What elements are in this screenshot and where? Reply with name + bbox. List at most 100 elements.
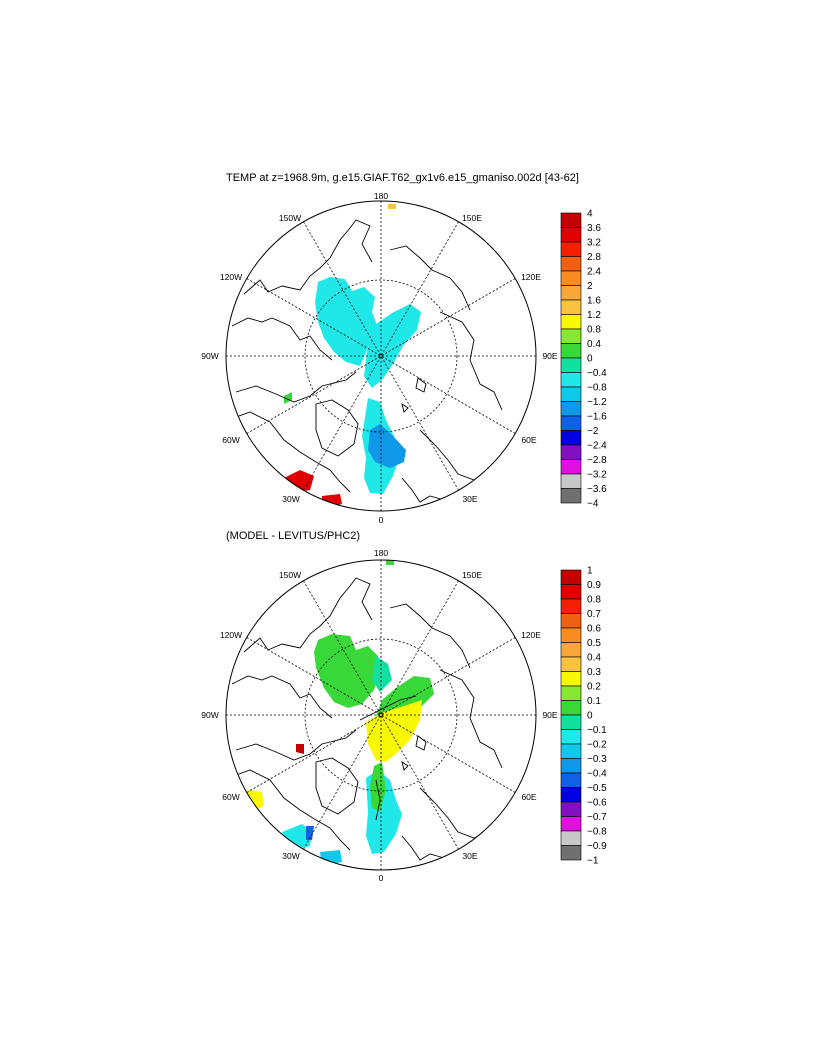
colorbar-label: 0.4 (587, 653, 601, 664)
lon-label: 30E (462, 851, 477, 861)
coastlines (227, 219, 503, 503)
colorbar-swatch (560, 270, 582, 286)
colorbar-swatch (560, 743, 582, 759)
colorbar-swatch (560, 569, 582, 585)
colorbar-swatch (560, 357, 582, 373)
colorbar-label: 2 (587, 281, 593, 292)
colorbar-swatch (560, 285, 582, 301)
colorbar-swatch (560, 459, 582, 475)
field-patch (280, 470, 314, 493)
colorbar-swatch (560, 227, 582, 243)
colorbar-swatch (560, 671, 582, 687)
colorbar-label: 0.6 (587, 624, 601, 635)
colorbar-swatch (560, 714, 582, 730)
colorbar-label: 3.2 (587, 238, 601, 249)
colorbar-label: −0.4 (587, 769, 607, 780)
colorbar-label: −2.4 (587, 441, 607, 452)
colorbar-label: 3.6 (587, 223, 601, 234)
colorbar-swatch (560, 241, 582, 257)
colorbar-swatch (560, 772, 582, 788)
lon-label: 90W (201, 351, 218, 361)
colorbar-swatch (560, 598, 582, 614)
colorbar-swatch (560, 473, 582, 489)
lon-label: 60E (521, 435, 536, 445)
field-patch (284, 392, 292, 404)
colorbar-swatch (560, 299, 582, 315)
colorbar-label: −2.8 (587, 455, 607, 466)
colorbar-swatch (560, 488, 582, 504)
field-patch (388, 204, 396, 209)
colorbar-swatch (560, 642, 582, 658)
colorbar-label: −1.2 (587, 397, 607, 408)
lon-label: 180 (374, 548, 388, 558)
coastlines (227, 577, 503, 861)
colorbar-swatch (560, 584, 582, 600)
colorbar-label: 0.2 (587, 682, 601, 693)
colorbar-label: −0.3 (587, 754, 607, 765)
field-patch (368, 424, 406, 468)
graticule (226, 560, 536, 870)
lon-label: 60W (222, 792, 239, 802)
colorbar-swatch (560, 845, 582, 861)
colorbar-label: 1.2 (587, 310, 601, 321)
colorbar-swatch (560, 816, 582, 832)
panel1-title: TEMP at z=1968.9m, g.e15.GIAF.T62_gx1v6.… (226, 172, 579, 184)
colorbar-label: −0.7 (587, 812, 607, 823)
colorbar-swatch (560, 656, 582, 672)
colorbar-swatch (560, 343, 582, 359)
lon-label: 120E (521, 272, 541, 282)
colorbar-label: −3.2 (587, 470, 607, 481)
colorbar-swatch (560, 256, 582, 272)
lon-label: 0 (379, 873, 384, 883)
colorbar-label: −1.6 (587, 412, 607, 423)
colorbar-label: 0.4 (587, 339, 601, 350)
panel1-map: 180 150W 150E 120W 120E 90W 90E 60W 60E … (201, 191, 558, 525)
panel1-colorbar: 4 3.6 3.2 2.8 2.4 2 1.6 1.2 0.8 0.4 0 −0.4 −0.8 −1.2 −… (560, 209, 607, 510)
colorbar-label: −0.6 (587, 798, 607, 809)
lon-label: 150E (462, 213, 482, 223)
colorbar-swatch (560, 314, 582, 330)
colorbar-label: −0.1 (587, 725, 607, 736)
colorbar-label: 1.6 (587, 296, 601, 307)
colorbar-swatch (560, 627, 582, 643)
panel2-colorbar: 1 0.9 0.8 0.7 0.6 0.5 0.4 0.3 0.2 0.1 0 −0.1 −0.2 −0.… (560, 566, 607, 867)
colorbar-swatch (560, 758, 582, 774)
colorbar-swatch (560, 830, 582, 846)
field-patch (314, 634, 380, 708)
lon-label: 150E (462, 570, 482, 580)
field-patch (364, 304, 421, 388)
field-patch (376, 676, 434, 720)
colorbar-label: −4 (587, 499, 599, 510)
lon-label: 90E (542, 710, 557, 720)
colorbar-swatch (560, 444, 582, 460)
lon-label: 150W (279, 570, 301, 580)
colorbar-swatch (560, 685, 582, 701)
lon-label: 60E (521, 792, 536, 802)
colorbar-label: −0.9 (587, 841, 607, 852)
colorbar-label: −0.4 (587, 368, 607, 379)
field-patch (322, 494, 342, 510)
colorbar-swatch (560, 212, 582, 228)
colorbar-label: 1 (587, 566, 593, 577)
lon-label: 0 (379, 515, 384, 525)
field-patch (386, 560, 394, 565)
colorbar-label: 0.8 (587, 595, 601, 606)
colorbar-label: −0.2 (587, 740, 607, 751)
colorbar-label: 2.4 (587, 267, 601, 278)
colorbar-swatch (560, 787, 582, 803)
colorbar-label: −2 (587, 426, 599, 437)
colorbar-swatch (560, 613, 582, 629)
panel2-title: (MODEL - LEVITUS/PHC2) (226, 530, 361, 542)
lon-label: 180 (374, 191, 388, 201)
colorbar-swatch (560, 328, 582, 344)
field-patch (366, 700, 422, 762)
colorbar-label: 0.9 (587, 580, 601, 591)
colorbar-swatch (560, 700, 582, 716)
panel2-map: 180 150W 150E 120W 120E 90W 90E 60W 60E … (201, 548, 558, 883)
colorbar-swatch (560, 430, 582, 446)
colorbar-label: 4 (587, 209, 593, 220)
lon-label: 30E (462, 494, 477, 504)
colorbar-swatch (560, 729, 582, 745)
lon-label: 150W (279, 213, 301, 223)
